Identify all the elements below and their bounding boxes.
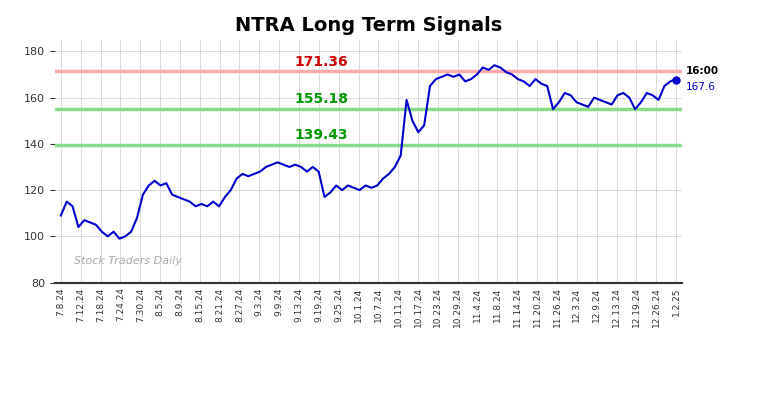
Text: Stock Traders Daily: Stock Traders Daily (74, 256, 182, 265)
Text: 171.36: 171.36 (295, 55, 348, 68)
Title: NTRA Long Term Signals: NTRA Long Term Signals (235, 16, 502, 35)
Text: 155.18: 155.18 (295, 92, 349, 106)
Text: 139.43: 139.43 (295, 129, 348, 142)
Point (670, 77, 682, 83)
Text: 16:00: 16:00 (686, 66, 719, 76)
Text: 167.6: 167.6 (686, 82, 716, 92)
